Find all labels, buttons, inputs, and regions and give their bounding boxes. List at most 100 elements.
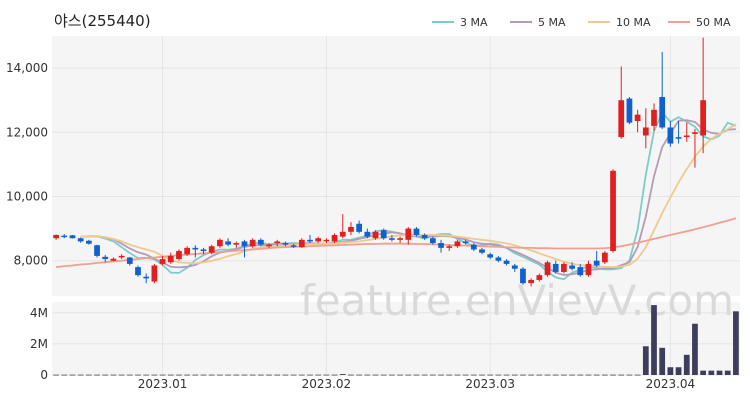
volume-bar [528,374,535,376]
candle [552,260,559,274]
candle [642,108,649,149]
volume-bar [561,374,567,376]
volume-bar [692,323,698,375]
candle-body [323,239,330,242]
candle [315,236,322,244]
candle [479,247,485,255]
candle-body [184,247,191,255]
volume-bar [77,374,84,376]
volume-bar [151,374,158,376]
candle-body [520,268,526,284]
candle [176,249,182,261]
volume-bar [364,374,371,376]
candle-body [118,255,125,258]
volume-bar [233,374,240,376]
candle-body [454,241,461,247]
legend-item: 10 MA [588,16,651,29]
candle-body [192,247,199,250]
candle [85,239,92,245]
candle [372,230,379,240]
candle-body [528,279,535,284]
candle [487,252,494,260]
candle-body [683,135,690,138]
candle [405,226,412,245]
candle [102,254,109,263]
y-tick-label: 14,000 [6,61,48,75]
volume-bar [339,374,346,375]
volume-bar [290,374,297,376]
volume-bar [315,374,322,376]
candle [667,121,674,147]
candle-body [610,170,616,252]
candle-body [552,263,559,272]
volume-bar [241,374,248,376]
candle-body [405,228,412,240]
candle-body [511,265,518,269]
candle [61,234,68,239]
candle [94,244,100,258]
volume-bar [274,374,281,376]
candle-body [642,127,649,136]
candle-body [85,240,92,244]
legend-item: 50 MA [668,16,731,29]
candle [348,222,354,236]
candle [298,238,305,248]
candle [503,259,510,266]
volume-bar [626,374,633,376]
candle-body [249,239,256,247]
candle-body [102,256,109,260]
volume-plot-background [52,302,740,375]
watermark: feature.enVievV.com [300,276,734,325]
candle [470,243,477,252]
candle [323,238,330,244]
volume-bar [69,374,76,376]
candle-body [692,132,698,134]
volume-bar [659,347,666,375]
candle-body [700,100,707,136]
candle [462,239,469,245]
volume-bar [503,374,510,376]
candle-body [225,241,231,245]
candle-body [626,98,633,123]
candle [593,251,600,268]
candle [307,235,313,244]
volume-bar [462,374,469,376]
candle [397,236,403,244]
candle-body [462,241,469,244]
candle-body [544,262,551,276]
candle-body [601,252,608,263]
volume-bar [200,374,207,376]
volume-bar [479,374,485,376]
candle-body [372,231,379,239]
candle-body [495,257,502,261]
candle [282,241,289,247]
candle [118,254,125,260]
candle-body [348,226,354,232]
volume-bar [667,367,674,375]
x-tick-label: 2023.01 [138,377,188,391]
candle [356,220,363,234]
volume-bar [454,374,461,376]
candle [208,244,215,255]
volume-tick-label: 4M [30,306,48,320]
volume-bar [159,374,166,376]
candle-body [94,245,100,256]
legend-item: 3 MA [432,16,488,29]
volume-bar [700,370,707,375]
volume-bar [167,374,174,376]
volume-bar [225,374,231,376]
candle [683,122,690,142]
candle [511,263,518,272]
candle [389,235,395,242]
candle-body [438,243,444,248]
candle [438,239,444,253]
candle-body [446,246,453,248]
candle [700,37,707,154]
volume-bar [348,374,354,376]
volume-bar [642,346,649,375]
candle [135,265,141,277]
volume-bar [429,374,436,376]
volume-bar [356,374,363,376]
volume-bar [552,374,559,376]
